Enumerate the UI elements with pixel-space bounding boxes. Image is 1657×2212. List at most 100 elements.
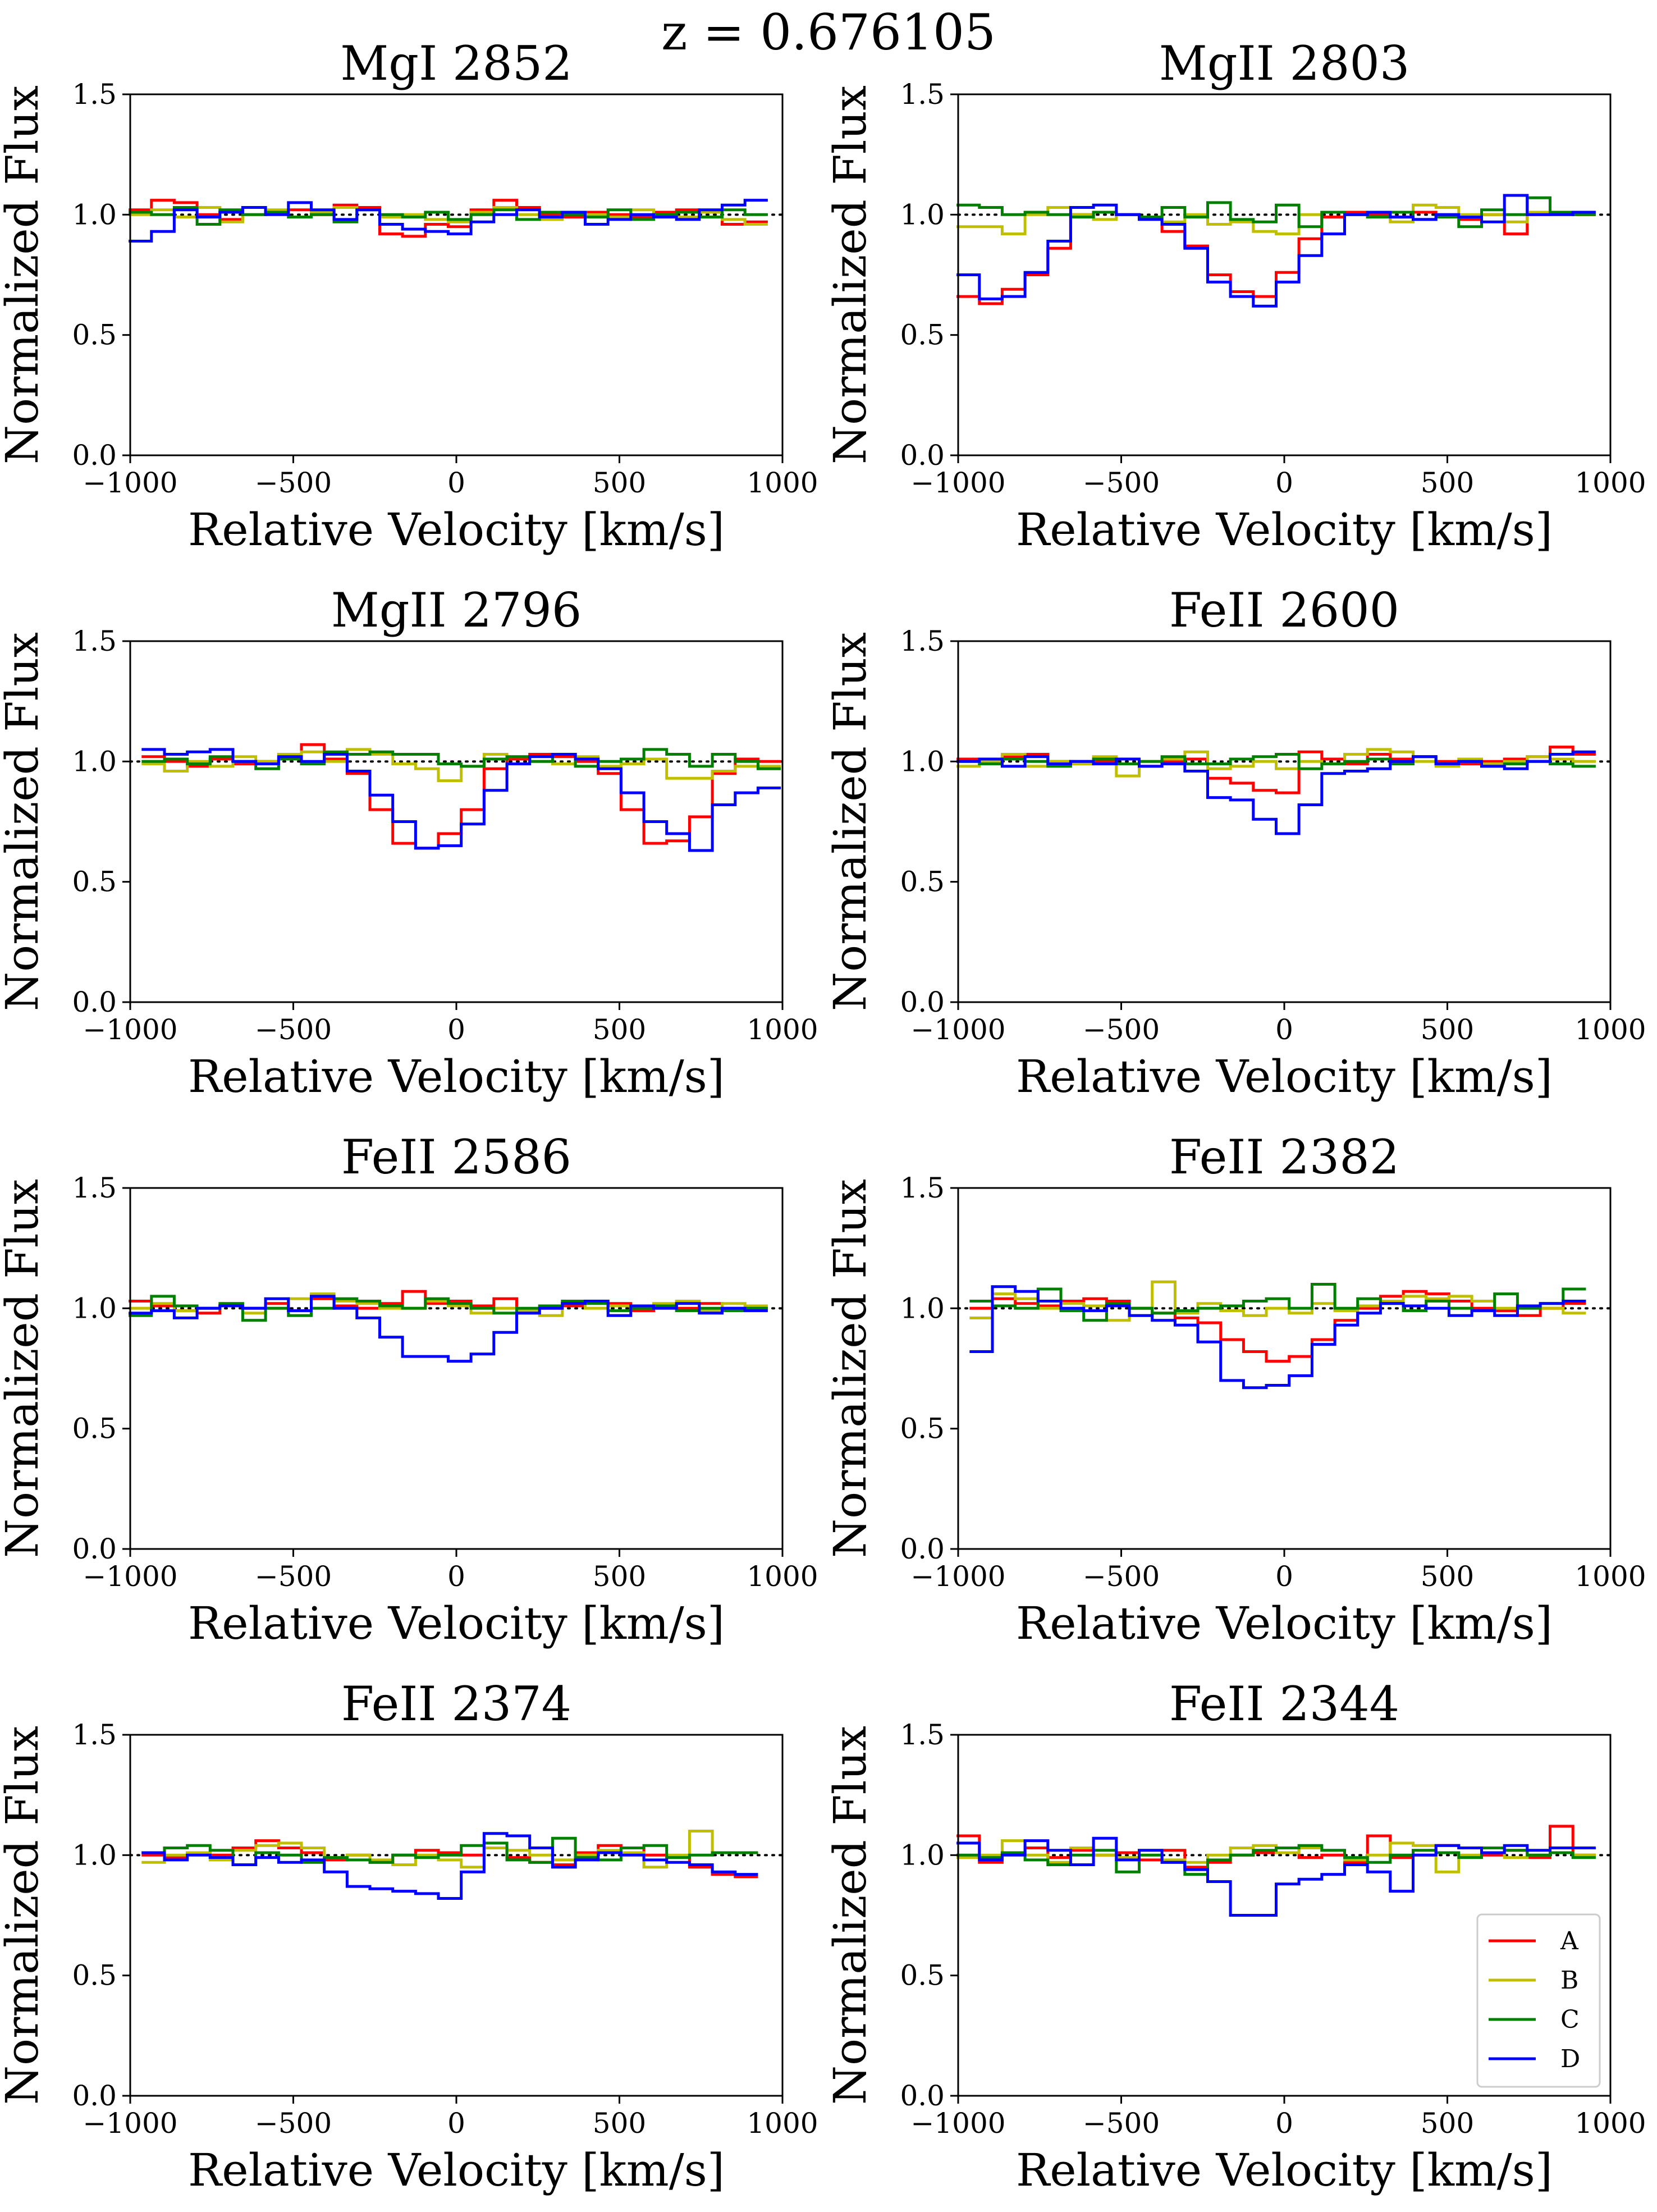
y-tick-label: 0.0	[72, 439, 117, 472]
y-tick-label: 0.5	[900, 319, 945, 351]
plot-area	[129, 93, 784, 456]
plot-area	[957, 1187, 1612, 1550]
y-tick-label: 0.5	[72, 866, 117, 898]
y-tick-label: 1.0	[900, 1839, 945, 1871]
panel-feii-2374: FeII 2374 −1000 −500 0 500 1000 0.0 0.5 1.0 1.5 Re…	[0, 1676, 818, 2196]
x-tick-label: 500	[1421, 467, 1474, 499]
y-tick-label: 1.5	[72, 1719, 117, 1751]
panel-feii-2344: FeII 2344 −1000 −500 0 500 1000 0.0 0.5 1.0 1.5 Re…	[824, 1676, 1646, 2196]
x-tick-label: 1000	[747, 1560, 818, 1593]
x-tick-label: 0	[1275, 1560, 1293, 1593]
x-axis-label: Relative Velocity [km/s]	[188, 504, 725, 556]
x-tick-label: 1000	[747, 467, 818, 499]
y-tick-label: 1.0	[72, 1839, 117, 1871]
y-tick-label: 0.5	[72, 319, 117, 351]
plot-area	[129, 1187, 784, 1550]
series-d-line	[956, 750, 1596, 835]
y-tick-label: 0.5	[72, 1959, 117, 1992]
y-tick-label: 1.0	[72, 1292, 117, 1324]
legend-label-b: B	[1560, 1966, 1578, 1995]
x-tick-label: −500	[1083, 1013, 1160, 1046]
x-axis-label: Relative Velocity [km/s]	[1016, 1597, 1553, 1649]
legend-label-d: D	[1560, 2045, 1580, 2073]
series-b-line	[141, 748, 781, 783]
series-d-line	[141, 748, 781, 852]
panel-feii-2586: FeII 2586 −1000 −500 0 500 1000 0.0 0.5 1.0 1.5 Re…	[0, 1130, 818, 1649]
y-tick-label: 0.0	[72, 1533, 117, 1565]
panel-title: FeII 2344	[1169, 1676, 1399, 1731]
y-tick-label: 1.0	[900, 745, 945, 778]
x-tick-label: −500	[255, 1013, 332, 1046]
y-axis-label: Normalized Flux	[824, 1726, 876, 2105]
x-tick-label: 500	[593, 1013, 646, 1046]
panel-mgii-2803: MgII 2803 −1000 −500 0 500 1000 0.0 0.5 1.0 1.5 Re…	[824, 36, 1646, 556]
plot-area	[129, 640, 784, 1003]
y-axis-label: Normalized Flux	[0, 632, 48, 1011]
x-tick-label: 500	[593, 2107, 646, 2140]
x-tick-label: −500	[1083, 1560, 1160, 1593]
y-tick-label: 0.0	[900, 986, 945, 1018]
x-tick-label: 1000	[747, 2107, 818, 2140]
x-tick-label: −500	[255, 2107, 332, 2140]
plot-area	[129, 1734, 784, 2097]
y-tick-label: 0.0	[72, 986, 117, 1018]
y-tick-label: 1.0	[72, 745, 117, 778]
x-tick-label: −500	[255, 467, 332, 499]
y-tick-label: 1.5	[72, 78, 117, 111]
x-tick-label: 0	[1275, 1013, 1293, 1046]
y-axis-label: Normalized Flux	[824, 85, 876, 464]
x-tick-label: 0	[447, 2107, 465, 2140]
series-a-line	[969, 1290, 1586, 1363]
x-tick-label: 0	[1275, 2107, 1293, 2140]
x-tick-label: −1000	[83, 467, 177, 499]
x-axis-label: Relative Velocity [km/s]	[1016, 2144, 1553, 2196]
x-tick-label: −1000	[910, 1560, 1005, 1593]
y-tick-label: 1.0	[900, 198, 945, 231]
legend-label-c: C	[1560, 2005, 1580, 2034]
y-tick-label: 0.0	[72, 2080, 117, 2112]
x-tick-label: 500	[1421, 2107, 1474, 2140]
series-d-line	[956, 1836, 1596, 1917]
y-tick-label: 1.5	[72, 1172, 117, 1204]
x-tick-label: 1000	[1574, 1013, 1646, 1046]
y-tick-label: 0.5	[72, 1413, 117, 1445]
x-tick-label: −500	[255, 1560, 332, 1593]
panel-title: MgII 2803	[1159, 36, 1410, 91]
legend-box	[1476, 1913, 1601, 2088]
x-tick-label: 0	[447, 467, 465, 499]
y-tick-label: 1.5	[900, 78, 945, 111]
x-tick-label: 1000	[1574, 2107, 1646, 2140]
x-tick-label: −1000	[83, 1013, 177, 1046]
y-tick-label: 1.5	[900, 625, 945, 657]
y-tick-label: 1.5	[900, 1719, 945, 1751]
series-d-line	[129, 199, 768, 243]
x-tick-label: 0	[447, 1560, 465, 1593]
x-tick-label: 1000	[747, 1013, 818, 1046]
panel-feii-2382: FeII 2382 −1000 −500 0 500 1000 0.0 0.5 1.0 1.5 Re…	[824, 1130, 1646, 1649]
y-tick-label: 1.0	[900, 1292, 945, 1324]
panel-title: FeII 2586	[341, 1130, 571, 1185]
y-tick-label: 0.0	[900, 1533, 945, 1565]
panels-grid: MgI 2852 −1000 −500 0 500 1000 0.0 0.5 1.0 1.5 Rel…	[0, 36, 1646, 2196]
y-axis-label: Normalized Flux	[0, 1179, 48, 1558]
panel-mgii-2796: MgII 2796 −1000 −500 0 500 1000 0.0 0.5 1.0 1.5 Re…	[0, 583, 818, 1103]
x-axis-label: Relative Velocity [km/s]	[188, 1597, 725, 1649]
x-tick-label: 0	[447, 1013, 465, 1046]
x-tick-label: −500	[1083, 467, 1160, 499]
x-tick-label: 1000	[1574, 467, 1646, 499]
y-tick-label: 0.0	[900, 2080, 945, 2112]
y-tick-label: 1.0	[72, 198, 117, 231]
series-d-line	[956, 194, 1596, 308]
x-tick-label: 500	[593, 467, 646, 499]
figure-suptitle: z = 0.676105	[661, 3, 996, 61]
panel-title: FeII 2600	[1169, 583, 1399, 638]
x-tick-label: −1000	[910, 467, 1005, 499]
series-d-line	[969, 1285, 1586, 1390]
x-axis-label: Relative Velocity [km/s]	[1016, 1050, 1553, 1103]
panel-mgi-2852: MgI 2852 −1000 −500 0 500 1000 0.0 0.5 1.0 1.5 Rel…	[0, 36, 818, 556]
legend-label-a: A	[1560, 1927, 1579, 1955]
panel-title: MgII 2796	[331, 583, 582, 638]
y-axis-label: Normalized Flux	[0, 1726, 48, 2105]
